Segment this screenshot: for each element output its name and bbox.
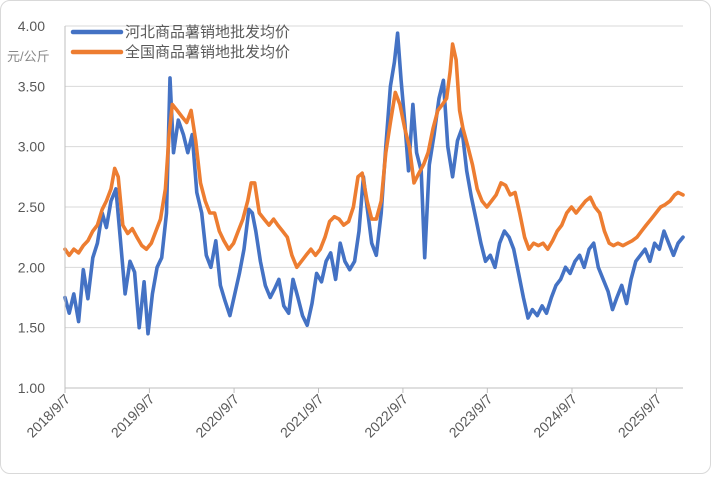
- legend-label: 河北商品薯销地批发均价: [125, 24, 290, 41]
- y-tick-label: 3.50: [18, 78, 45, 94]
- gridlines: [65, 25, 683, 329]
- y-tick-label: 4.00: [18, 18, 45, 34]
- x-tick-label: 2018/9/7: [23, 391, 73, 441]
- x-tick-label: 2020/9/7: [192, 391, 242, 441]
- series-line-hebei: [63, 31, 685, 336]
- x-tick-label: 2025/9/7: [615, 391, 665, 441]
- y-tick-label: 2.00: [18, 259, 45, 275]
- series-line-national: [63, 42, 685, 270]
- y-tick-label: 1.50: [18, 320, 45, 336]
- axes: [64, 26, 683, 389]
- y-axis-ticks: 1.00 1.50 2.00 2.50 3.00 3.50 4.00: [18, 18, 45, 396]
- y-tick-label: 1.00: [18, 380, 45, 396]
- y-tick-label: 3.00: [18, 139, 45, 155]
- x-tick-label: 2023/9/7: [446, 391, 496, 441]
- y-axis-label: 元/公斤: [7, 49, 50, 64]
- series-lines: [63, 31, 685, 336]
- x-tick-label: 2021/9/7: [277, 391, 327, 441]
- y-tick-label: 2.50: [18, 199, 45, 215]
- x-tick-label: 2022/9/7: [361, 391, 411, 441]
- x-axis-ticks: 2018/9/7 2019/9/7 2020/9/7 2021/9/7 2022/9/7…: [23, 388, 665, 441]
- x-tick-label: 2024/9/7: [530, 391, 580, 441]
- legend-label: 全国商品薯销地批发均价: [125, 43, 290, 61]
- x-tick-label: 2019/9/7: [108, 391, 158, 441]
